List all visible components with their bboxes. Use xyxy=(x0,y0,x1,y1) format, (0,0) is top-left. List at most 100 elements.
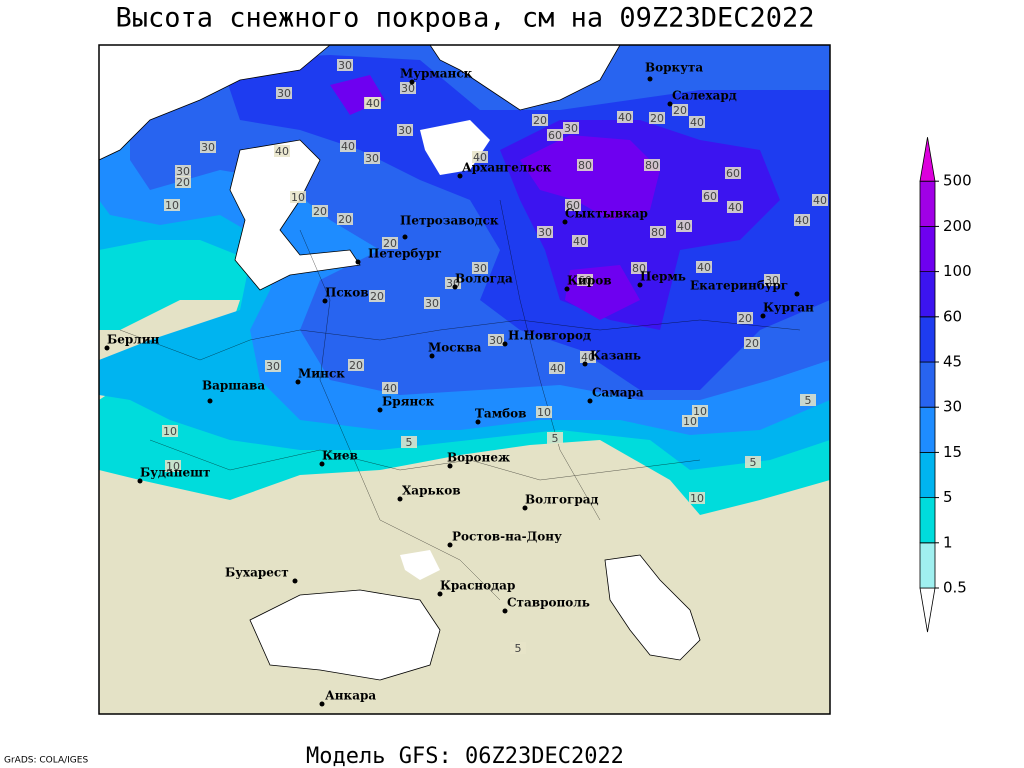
contour-label: 40 xyxy=(677,220,691,233)
contour-label-box xyxy=(532,114,548,126)
contour-label-box xyxy=(472,151,488,163)
title: Высота снежного покрова, см на 09Z23DEC2… xyxy=(116,3,815,34)
contour-label: 20 xyxy=(383,237,397,250)
contour-label: 5 xyxy=(750,456,757,469)
city-dot xyxy=(647,76,653,82)
city-dot xyxy=(667,101,673,107)
city-label: Пермь xyxy=(640,270,686,284)
contour-label-box xyxy=(382,237,398,249)
contour-label-box xyxy=(488,334,504,346)
colorbar-label: 5 xyxy=(943,488,953,506)
contour-label: 40 xyxy=(728,201,742,214)
contour-label: 20 xyxy=(673,104,687,117)
contour-label-box xyxy=(764,274,780,286)
colorbar-swatch xyxy=(919,361,936,408)
contour-label: 10 xyxy=(690,492,704,505)
contour-label-box xyxy=(397,124,413,136)
contour-label: 10 xyxy=(683,415,697,428)
contour-label: 60 xyxy=(703,190,717,203)
city-dot xyxy=(319,701,325,707)
contour-label-box xyxy=(812,194,828,206)
city-dot xyxy=(502,608,508,614)
city-label: Бухарест xyxy=(225,566,289,580)
contour-label: 30 xyxy=(176,165,190,178)
contour-label-box xyxy=(725,167,741,179)
contour-label: 10 xyxy=(693,405,707,418)
city-dot xyxy=(637,282,643,288)
contour-label: 20 xyxy=(313,205,327,218)
contour-label-box xyxy=(745,456,761,468)
colorbar-label: 100 xyxy=(943,262,972,280)
contour-label-box xyxy=(175,176,191,188)
contour-label: 20 xyxy=(370,290,384,303)
contour-label: 20 xyxy=(745,337,759,350)
contour-label: 80 xyxy=(632,262,646,275)
contour-label-box xyxy=(276,87,292,99)
colorbar-swatch xyxy=(919,406,936,453)
contour-label: 10 xyxy=(291,191,305,204)
contour-label-box xyxy=(800,394,816,406)
contour-label: 40 xyxy=(795,214,809,227)
colorbar-label: 500 xyxy=(943,172,972,190)
city-dot xyxy=(502,341,508,347)
contour-label-box xyxy=(382,382,398,394)
contour-label: 30 xyxy=(401,82,415,95)
contour-label: 30 xyxy=(266,360,280,373)
contour-label: 40 xyxy=(275,145,289,158)
city-label: Волгоград xyxy=(525,493,598,507)
city-dot xyxy=(457,173,463,179)
contour-label: 5 xyxy=(515,642,522,655)
contour-label: 60 xyxy=(566,199,580,212)
colorbar-swatch xyxy=(919,587,936,633)
contour-label-box xyxy=(265,360,281,372)
city-dot xyxy=(322,298,328,304)
contour-label: 20 xyxy=(176,176,190,189)
contour-label: 40 xyxy=(550,362,564,375)
contour-label: 40 xyxy=(690,116,704,129)
city-dot xyxy=(760,313,766,319)
contour-label-box xyxy=(692,405,708,417)
contour-label-box xyxy=(337,59,353,71)
contour-label: 30 xyxy=(338,59,352,72)
colorbar-label: 60 xyxy=(943,307,962,325)
city-dot xyxy=(319,461,325,467)
contour-label: 30 xyxy=(277,87,291,100)
contour-label-box xyxy=(572,235,588,247)
city-label: Берлин xyxy=(107,333,160,347)
colorbar-swatch xyxy=(919,452,936,498)
colorbar-label: 45 xyxy=(943,353,962,371)
contour-label-box xyxy=(348,359,364,371)
city-label: Курган xyxy=(763,301,814,315)
city-label: Архангельск xyxy=(462,161,552,175)
city-label: Сыктывкар xyxy=(565,207,648,221)
contour-label: 30 xyxy=(489,334,503,347)
city-dot xyxy=(562,219,568,225)
city-dot xyxy=(582,361,588,367)
contour-label-box xyxy=(312,205,328,217)
city-label: Брянск xyxy=(382,395,435,409)
contour-label-box xyxy=(165,460,181,472)
city-dot xyxy=(402,234,408,240)
contour-label-box xyxy=(744,337,760,349)
city-label: Ставрополь xyxy=(507,596,590,610)
colorbar-swatch xyxy=(919,180,936,227)
colorbar-label: 0.5 xyxy=(943,579,967,597)
contour-label-box xyxy=(549,362,565,374)
contour-label-box xyxy=(727,201,743,213)
city-dot xyxy=(522,505,528,511)
contour-label: 30 xyxy=(765,274,779,287)
contour-label-box xyxy=(565,199,581,211)
contour-label: 10 xyxy=(166,460,180,473)
model-label: Модель GFS: 06Z23DEC2022 xyxy=(306,744,624,768)
contour-label-box xyxy=(365,97,381,109)
contour-label: 40 xyxy=(813,194,827,207)
contour-label-box xyxy=(162,425,178,437)
city-label: Тамбов xyxy=(475,407,526,421)
contour-label-box xyxy=(580,351,596,363)
city-label: Петрозаводск xyxy=(400,214,499,228)
contour-label-box xyxy=(631,262,647,274)
contour-label-box xyxy=(563,122,579,134)
contour-label-box xyxy=(510,642,526,654)
contour-label: 30 xyxy=(538,226,552,239)
contour-label-box xyxy=(737,312,753,324)
